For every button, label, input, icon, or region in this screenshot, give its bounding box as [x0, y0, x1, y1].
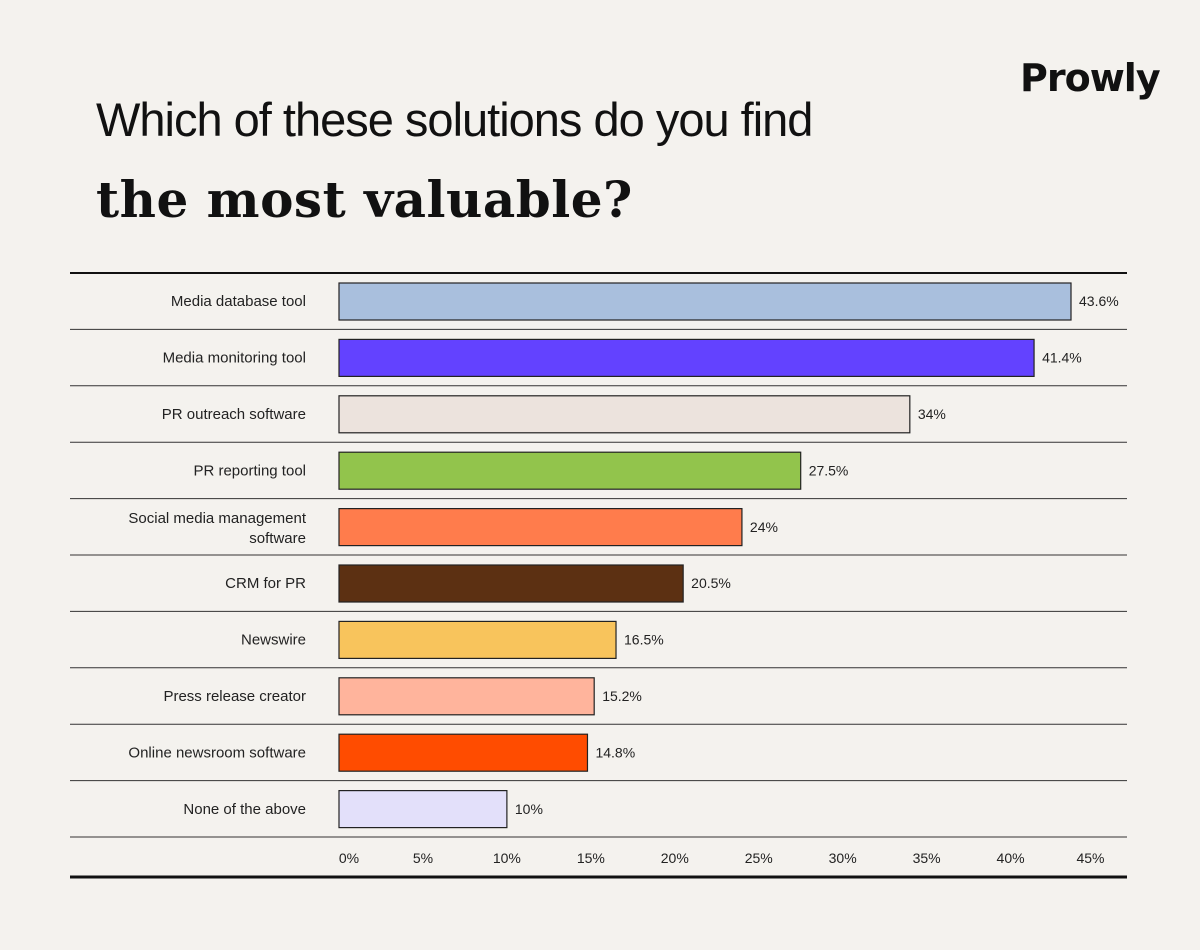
- value-label: 43.6%: [1079, 293, 1119, 309]
- category-label: Media monitoring tool: [163, 350, 306, 367]
- x-tick-label: 25%: [745, 850, 773, 866]
- value-label: 20.5%: [691, 575, 731, 591]
- x-tick-label: 0%: [339, 850, 359, 866]
- x-tick-label: 40%: [997, 850, 1025, 866]
- bar: [338, 564, 684, 603]
- bar: [338, 508, 743, 547]
- bar: [338, 733, 589, 772]
- value-label: 16.5%: [624, 632, 664, 648]
- category-label: PR reporting tool: [193, 462, 306, 479]
- x-tick-label: 30%: [829, 850, 857, 866]
- x-tick-label: 20%: [661, 850, 689, 866]
- prowly-logo: Prowly: [1020, 56, 1161, 100]
- chart-title-line2: the most valuable?: [96, 170, 633, 229]
- value-label: 27.5%: [809, 462, 849, 478]
- value-label: 15.2%: [602, 688, 642, 704]
- x-tick-label: 15%: [577, 850, 605, 866]
- x-tick-label: 45%: [1076, 850, 1104, 866]
- x-tick-label: 10%: [493, 850, 521, 866]
- category-label: Online newsroom software: [128, 744, 306, 761]
- value-label: 34%: [918, 406, 946, 422]
- bar: [338, 451, 802, 490]
- bar: [338, 395, 911, 434]
- x-tick-label: 5%: [413, 850, 433, 866]
- category-label: None of the above: [183, 801, 306, 818]
- category-label: Media database tool: [171, 293, 306, 310]
- bar: [338, 338, 1035, 377]
- value-label: 10%: [515, 801, 543, 817]
- category-label: Press release creator: [163, 688, 306, 705]
- bar: [338, 282, 1072, 321]
- x-tick-label: 35%: [913, 850, 941, 866]
- category-label: PR outreach software: [162, 406, 306, 423]
- value-label: 41.4%: [1042, 350, 1082, 366]
- bar: [338, 789, 508, 829]
- value-label: 14.8%: [595, 744, 635, 760]
- category-label: Social media management software: [128, 510, 306, 547]
- category-label: Newswire: [241, 632, 306, 649]
- bar: [338, 677, 595, 716]
- value-label: 24%: [750, 519, 778, 535]
- chart-title-line1: Which of these solutions do you find: [96, 93, 813, 146]
- category-label: CRM for PR: [225, 575, 306, 592]
- bar: [338, 620, 617, 660]
